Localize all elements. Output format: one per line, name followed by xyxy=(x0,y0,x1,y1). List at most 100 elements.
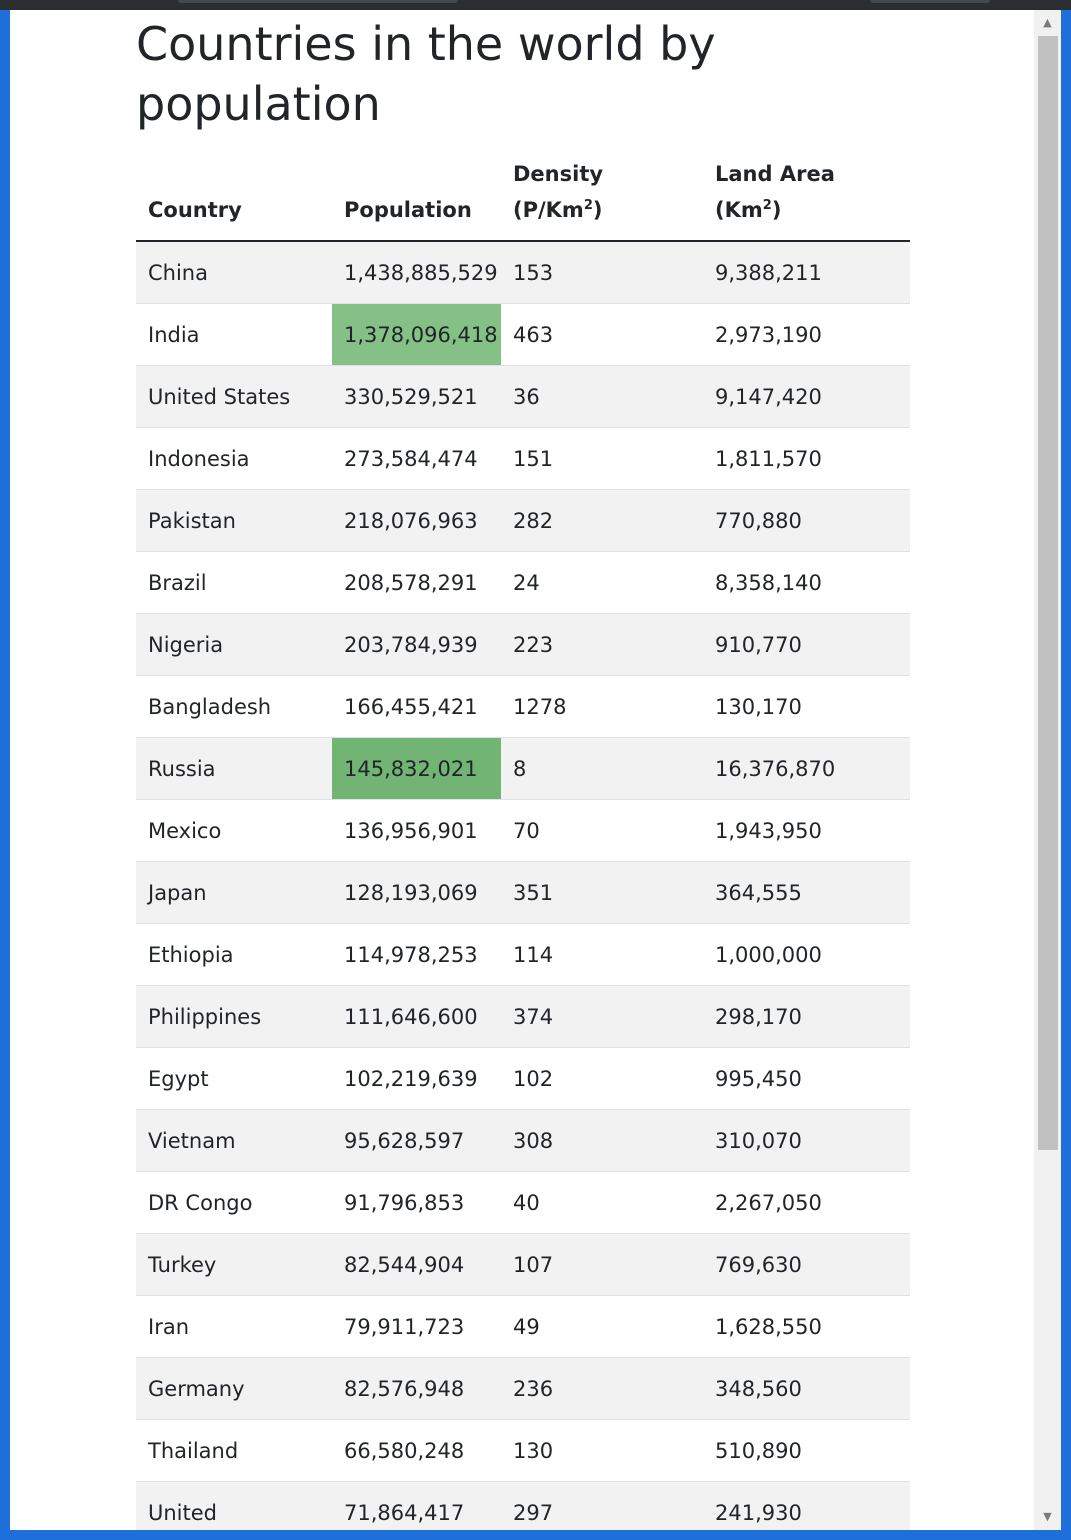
cell-density: 463 xyxy=(501,303,703,366)
cell-land-area: 348,560 xyxy=(703,1357,910,1420)
cell-population: 111,646,600 xyxy=(332,985,501,1048)
cell-country: Brazil xyxy=(136,551,332,614)
browser-top-bar xyxy=(0,0,1071,10)
cell-land-area: 16,376,870 xyxy=(703,737,910,800)
table-row: DR Congo 91,796,853 40 2,267,050 xyxy=(136,1171,910,1234)
cell-population: 114,978,253 xyxy=(332,923,501,986)
cell-country: Philippines xyxy=(136,985,332,1048)
cell-country: Egypt xyxy=(136,1047,332,1110)
cell-country: Vietnam xyxy=(136,1109,332,1172)
triangle-up-icon[interactable]: ▲ xyxy=(1043,16,1052,29)
header-country[interactable]: Country xyxy=(136,156,332,242)
cell-population: 1,438,885,529 xyxy=(332,241,501,304)
cell-density: 297 xyxy=(501,1481,703,1530)
header-land-area[interactable]: Land Area (Km2) xyxy=(703,156,910,242)
cell-population: 71,864,417 xyxy=(332,1481,501,1530)
cell-land-area: 9,147,420 xyxy=(703,365,910,428)
cell-land-area: 2,267,050 xyxy=(703,1171,910,1234)
cell-population: 95,628,597 xyxy=(332,1109,501,1172)
table-row: Thailand 66,580,248 130 510,890 xyxy=(136,1419,910,1482)
table-row: Nigeria 203,784,939 223 910,770 xyxy=(136,613,910,676)
table-row: Indonesia 273,584,474 151 1,811,570 xyxy=(136,427,910,490)
cell-density: 282 xyxy=(501,489,703,552)
cell-population: 82,544,904 xyxy=(332,1233,501,1296)
cell-land-area: 510,890 xyxy=(703,1419,910,1482)
cell-density: 114 xyxy=(501,923,703,986)
cell-density: 151 xyxy=(501,427,703,490)
cell-land-area: 910,770 xyxy=(703,613,910,676)
cell-population: 102,219,639 xyxy=(332,1047,501,1110)
header-density-unit-pre: (P/Km xyxy=(513,198,584,222)
cell-population: 166,455,421 xyxy=(332,675,501,738)
header-land-unit-post: ) xyxy=(771,198,782,222)
table-row: India 1,378,096,418 463 2,973,190 xyxy=(136,303,910,366)
cell-country: Turkey xyxy=(136,1233,332,1296)
scrollbar-thumb[interactable] xyxy=(1038,36,1058,1150)
cell-land-area: 9,388,211 xyxy=(703,241,910,304)
cell-density: 40 xyxy=(501,1171,703,1234)
cell-population: 330,529,521 xyxy=(332,365,501,428)
browser-viewport: Countries in the world by population Cou… xyxy=(10,10,1061,1530)
browser-tab[interactable] xyxy=(870,0,990,3)
table-header-row: Country Population Density (P/Km2) Land … xyxy=(136,156,910,242)
browser-tab[interactable] xyxy=(178,0,458,3)
cell-density: 351 xyxy=(501,861,703,924)
cell-country: Bangladesh xyxy=(136,675,332,738)
cell-population: 91,796,853 xyxy=(332,1171,501,1234)
cell-density: 374 xyxy=(501,985,703,1048)
cell-country: India xyxy=(136,303,332,366)
cell-country: Pakistan xyxy=(136,489,332,552)
table-row: Mexico 136,956,901 70 1,943,950 xyxy=(136,799,910,862)
cell-population: 208,578,291 xyxy=(332,551,501,614)
cell-country: Nigeria xyxy=(136,613,332,676)
cell-population: 82,576,948 xyxy=(332,1357,501,1420)
cell-population: 273,584,474 xyxy=(332,427,501,490)
cell-density: 36 xyxy=(501,365,703,428)
header-density-label: Density xyxy=(513,162,604,186)
cell-density: 236 xyxy=(501,1357,703,1420)
header-land-area-label: Land Area xyxy=(715,162,835,186)
vertical-scrollbar[interactable]: ▲ ▼ xyxy=(1034,10,1061,1530)
table-row: Pakistan 218,076,963 282 770,880 xyxy=(136,489,910,552)
cell-country: Thailand xyxy=(136,1419,332,1482)
cell-land-area: 8,358,140 xyxy=(703,551,910,614)
table-row: Japan 128,193,069 351 364,555 xyxy=(136,861,910,924)
cell-land-area: 1,811,570 xyxy=(703,427,910,490)
cell-country: Ethiopia xyxy=(136,923,332,986)
triangle-down-icon[interactable]: ▼ xyxy=(1043,1510,1052,1523)
header-population[interactable]: Population xyxy=(332,156,501,242)
cell-density: 1278 xyxy=(501,675,703,738)
cell-land-area: 364,555 xyxy=(703,861,910,924)
table-row: Turkey 82,544,904 107 769,630 xyxy=(136,1233,910,1296)
page-content: Countries in the world by population Cou… xyxy=(136,10,910,1530)
cell-population: 128,193,069 xyxy=(332,861,501,924)
table-row: Germany 82,576,948 236 348,560 xyxy=(136,1357,910,1420)
cell-population: 79,911,723 xyxy=(332,1295,501,1358)
cell-land-area: 769,630 xyxy=(703,1233,910,1296)
cell-country: Japan xyxy=(136,861,332,924)
cell-population-highlighted: 145,832,021 xyxy=(332,737,501,800)
cell-land-area: 1,000,000 xyxy=(703,923,910,986)
cell-land-area: 298,170 xyxy=(703,985,910,1048)
page-title: Countries in the world by population xyxy=(136,17,716,131)
table-row: Vietnam 95,628,597 308 310,070 xyxy=(136,1109,910,1172)
header-density[interactable]: Density (P/Km2) xyxy=(501,156,703,242)
header-land-unit-pre: (Km xyxy=(715,198,763,222)
table-row: United States 330,529,521 36 9,147,420 xyxy=(136,365,910,428)
cell-land-area: 310,070 xyxy=(703,1109,910,1172)
cell-country: United States xyxy=(136,365,332,428)
cell-density: 107 xyxy=(501,1233,703,1296)
header-density-unit-post: ) xyxy=(592,198,603,222)
cell-density: 102 xyxy=(501,1047,703,1110)
population-table: Country Population Density (P/Km2) Land … xyxy=(136,156,910,1530)
cell-population: 203,784,939 xyxy=(332,613,501,676)
cell-density: 8 xyxy=(501,737,703,800)
table-row: China 1,438,885,529 153 9,388,211 xyxy=(136,241,910,304)
cell-country: Germany xyxy=(136,1357,332,1420)
table-row: United 71,864,417 297 241,930 xyxy=(136,1481,910,1530)
table-row: Philippines 111,646,600 374 298,170 xyxy=(136,985,910,1048)
table-row: Russia 145,832,021 8 16,376,870 xyxy=(136,737,910,800)
cell-population: 218,076,963 xyxy=(332,489,501,552)
cell-land-area: 2,973,190 xyxy=(703,303,910,366)
cell-country: China xyxy=(136,241,332,304)
